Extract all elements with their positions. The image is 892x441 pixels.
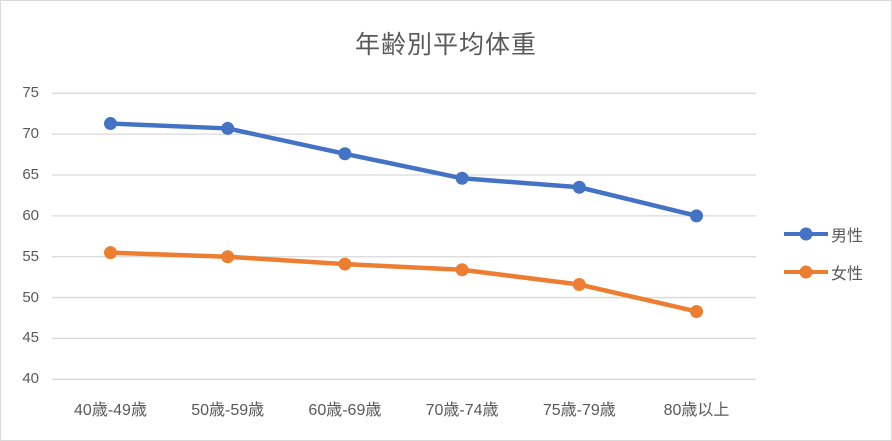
data-point[interactable]: [690, 304, 703, 318]
series-line[interactable]: [110, 250, 698, 314]
x-axis-tick-label: 70歳-74歳: [425, 402, 499, 419]
data-point[interactable]: [455, 263, 469, 277]
female-series-marker-icon: [784, 265, 828, 279]
x-axis-tick-label: 60歳-69歳: [308, 402, 382, 419]
y-axis-tick-label: 40: [22, 370, 39, 388]
legend-label-female: 女性: [831, 266, 864, 283]
series-line[interactable]: [110, 121, 698, 219]
data-point[interactable]: [221, 250, 235, 264]
x-axis-tick-label: 75歳-79歳: [542, 402, 616, 419]
y-axis-tick-label: 55: [22, 247, 39, 265]
x-axis-tick-label: 50歳-59歳: [191, 402, 265, 419]
series-female[interactable]: [104, 246, 703, 318]
x-axis-tick-label: 40歳-49歳: [74, 402, 147, 419]
y-axis-tick-label: 70: [22, 125, 39, 143]
male-series-marker-icon: [784, 227, 828, 241]
data-point[interactable]: [221, 121, 235, 135]
data-point[interactable]: [338, 257, 352, 271]
data-point[interactable]: [455, 171, 469, 185]
legend-label-male: 男性: [831, 228, 864, 245]
y-axis-tick-label: 75: [22, 84, 39, 102]
legend-item-female[interactable]: 女性: [784, 259, 863, 285]
series-male[interactable]: [104, 117, 703, 223]
y-axis-tick-label: 45: [22, 329, 39, 347]
data-point[interactable]: [572, 278, 586, 292]
y-axis-tick-label: 65: [22, 166, 39, 183]
x-axis: 40歳-49歳 50歳-59歳 60歳-69歳 70歳-74歳 75歳-79歳 80歳以上: [1, 400, 891, 424]
data-point[interactable]: [104, 246, 117, 260]
legend: 男性 女性: [784, 221, 863, 285]
data-point[interactable]: [104, 117, 117, 131]
y-axis-tick-label: 60: [22, 206, 39, 224]
data-point[interactable]: [572, 180, 586, 194]
data-point[interactable]: [690, 209, 703, 223]
legend-item-male[interactable]: 男性: [784, 221, 863, 247]
data-point[interactable]: [338, 147, 352, 161]
chart-title: 年齢別平均体重: [354, 31, 537, 59]
x-axis-tick-label: 80歳以上: [663, 402, 730, 419]
y-axis-tick-label: 50: [22, 288, 39, 306]
